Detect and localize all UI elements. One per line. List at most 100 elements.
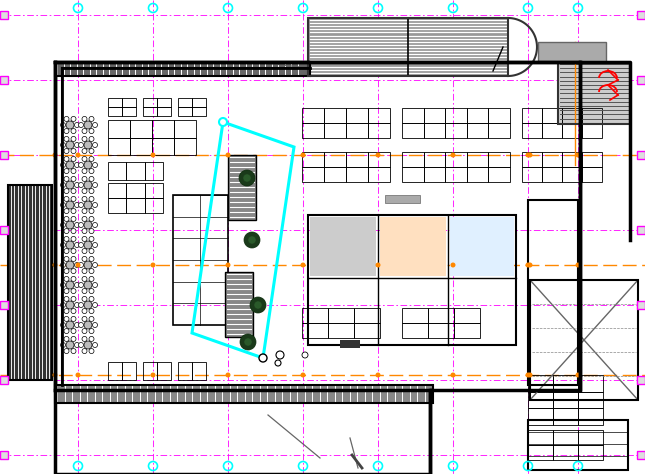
Circle shape [71,256,76,262]
Circle shape [82,309,87,314]
Circle shape [82,148,87,154]
Bar [558,62,630,124]
Bar [178,362,192,380]
Bar [402,308,428,323]
Bar [562,123,582,138]
Circle shape [82,117,87,121]
Circle shape [375,373,381,377]
Circle shape [92,243,97,247]
Circle shape [92,182,97,188]
Circle shape [302,352,308,358]
Circle shape [61,243,66,247]
Bar [528,392,553,408]
Circle shape [526,153,530,157]
Circle shape [71,237,76,241]
Circle shape [84,281,92,289]
Bar [108,183,126,198]
Circle shape [79,143,83,147]
Bar [152,120,174,137]
Circle shape [71,156,76,162]
Bar [637,376,645,384]
Bar [108,137,130,155]
Bar [108,198,126,213]
Bar [144,162,163,180]
Circle shape [275,360,281,366]
Bar [402,123,424,138]
Circle shape [64,189,69,193]
Bar [143,107,157,116]
Bar [130,137,152,155]
Bar [302,308,328,323]
Circle shape [226,373,230,377]
Circle shape [89,137,94,141]
Bar [637,76,645,84]
Circle shape [66,301,74,309]
Circle shape [64,337,69,341]
Circle shape [89,189,94,193]
Circle shape [64,156,69,162]
Circle shape [84,181,92,189]
Circle shape [82,228,87,234]
Bar [522,123,542,138]
Bar [108,107,122,116]
Circle shape [75,143,79,147]
Circle shape [71,317,76,321]
Circle shape [64,328,69,334]
Bar [302,123,324,138]
Bar [328,323,354,338]
Bar [385,195,420,203]
Circle shape [79,122,83,128]
Circle shape [64,269,69,273]
Circle shape [66,181,74,189]
Bar [55,385,433,403]
Bar [8,185,52,380]
Circle shape [150,263,155,267]
Circle shape [64,309,69,314]
Circle shape [66,201,74,209]
Circle shape [89,289,94,293]
Bar [108,98,122,107]
Circle shape [61,283,66,288]
Bar [108,120,130,137]
Circle shape [64,289,69,293]
Bar [528,408,553,425]
Circle shape [82,128,87,134]
Circle shape [61,202,66,208]
Bar [143,362,157,380]
Circle shape [375,153,381,157]
Circle shape [61,122,66,128]
Circle shape [64,209,69,214]
Bar [174,120,196,137]
Bar [122,362,136,380]
Circle shape [66,321,74,329]
Circle shape [66,241,74,249]
Circle shape [66,141,74,149]
Bar [0,11,8,19]
Circle shape [84,201,92,209]
Bar [578,375,603,392]
Bar [178,107,192,116]
Circle shape [89,248,94,254]
Circle shape [82,256,87,262]
Bar [126,162,144,180]
Bar [368,123,390,138]
Bar [402,323,428,338]
Bar [346,108,368,123]
Bar [582,123,602,138]
Bar [528,200,578,385]
Circle shape [75,373,81,377]
Circle shape [61,302,66,308]
Bar [467,152,488,167]
Circle shape [526,263,530,267]
Circle shape [92,322,97,328]
Bar [302,108,324,123]
Circle shape [276,351,284,359]
Circle shape [64,128,69,134]
Bar [368,152,390,167]
Circle shape [71,148,76,154]
Bar [308,18,508,76]
Bar [542,152,562,167]
Bar [225,272,253,337]
Circle shape [71,248,76,254]
Bar [530,280,638,400]
